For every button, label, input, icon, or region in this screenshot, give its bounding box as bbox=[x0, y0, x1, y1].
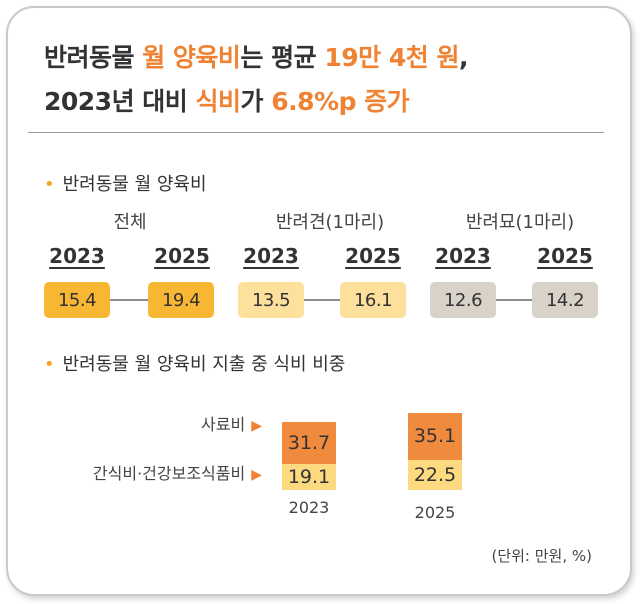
unit-note: (단위: 만원, %) bbox=[491, 547, 592, 565]
value-box-cat-2023: 12.6 bbox=[430, 282, 496, 318]
value-box-dog-2023: 13.5 bbox=[238, 282, 304, 318]
headline-line-2: 2023년 대비 식비가 6.8%p 증가 bbox=[44, 87, 410, 116]
connector-cat bbox=[494, 299, 534, 301]
legend-feed: 사료비 ▶ bbox=[201, 415, 262, 434]
bar-segment-2023-feed: 31.7 bbox=[282, 421, 336, 465]
year-dog-2025: 2025 bbox=[345, 244, 401, 268]
bar-segment-2025-snack: 22.5 bbox=[408, 459, 462, 490]
axis-year-2023: 2023 bbox=[288, 498, 330, 517]
year-cat-2023: 2023 bbox=[435, 244, 491, 268]
bullet-icon: • bbox=[44, 174, 55, 195]
bar-segment-2023-snack: 19.1 bbox=[282, 464, 336, 490]
connector-dog bbox=[302, 299, 342, 301]
value-box-total-2023: 15.4 bbox=[44, 282, 110, 318]
group-label-total: 전체 bbox=[113, 212, 147, 233]
headline-line-1: 반려동물 월 양육비는 평균 19만 4천 원, bbox=[44, 43, 468, 72]
bullet-icon: • bbox=[44, 354, 55, 375]
year-total-2023: 2023 bbox=[49, 244, 105, 268]
connector-total bbox=[108, 299, 150, 301]
value-box-total-2025: 19.4 bbox=[148, 282, 214, 318]
value-box-cat-2025: 14.2 bbox=[532, 282, 598, 318]
year-cat-2025: 2025 bbox=[537, 244, 593, 268]
section-title-share: • 반려동물 월 양육비 지출 중 식비 비중 bbox=[44, 354, 346, 375]
year-total-2025: 2025 bbox=[154, 244, 210, 268]
divider bbox=[28, 132, 604, 133]
legend-snack: 간식비·건강보조식품비 ▶ bbox=[92, 464, 262, 483]
axis-year-2025: 2025 bbox=[414, 503, 456, 522]
triangle-right-icon: ▶ bbox=[251, 467, 262, 483]
group-label-cat: 반려묘(1마리) bbox=[465, 212, 575, 233]
triangle-right-icon: ▶ bbox=[251, 418, 262, 434]
year-dog-2023: 2023 bbox=[243, 244, 299, 268]
value-box-dog-2025: 16.1 bbox=[340, 282, 406, 318]
bar-segment-2025-feed: 35.1 bbox=[408, 412, 462, 460]
infographic-card bbox=[6, 6, 632, 596]
section-title-monthly: • 반려동물 월 양육비 bbox=[44, 174, 207, 195]
group-label-dog: 반려견(1마리) bbox=[275, 212, 385, 233]
